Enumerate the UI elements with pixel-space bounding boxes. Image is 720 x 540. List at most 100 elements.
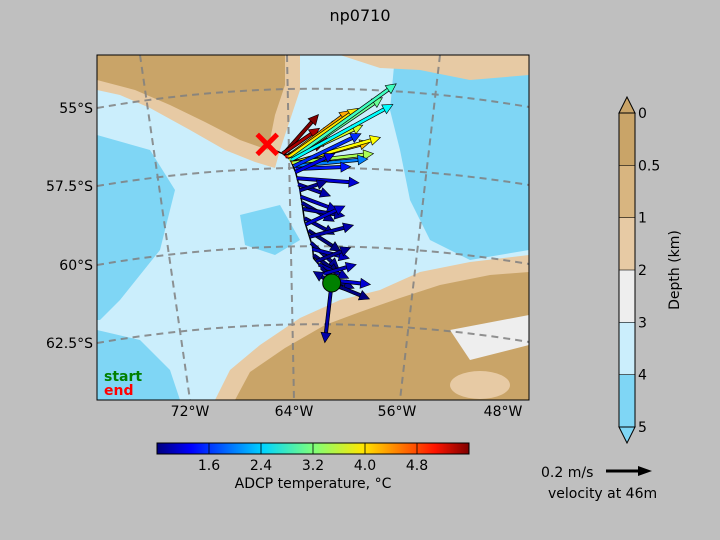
velocity-vector (281, 127, 321, 156)
meridian-72w (139, 55, 191, 400)
temperature-tick-label: 3.2 (302, 458, 324, 474)
velocity-vector (289, 83, 397, 162)
velocity-vector-head (342, 222, 355, 234)
velocity-vector (293, 133, 362, 168)
velocity-vector-head (307, 113, 319, 126)
velocity-vector-head (320, 331, 332, 344)
velocity-vector-head (349, 133, 362, 144)
velocity-vector-shaft (309, 226, 347, 238)
velocity-vector (298, 179, 328, 193)
velocity-vectors (281, 83, 397, 344)
latitude-tick-label: 60°S (59, 258, 93, 274)
velocity-vector-head (312, 271, 325, 282)
velocity-vector-shaft (307, 229, 335, 249)
parallel-55s (97, 87, 529, 109)
shelf-north-east (340, 55, 529, 80)
temperature-tick-label: 4.0 (354, 458, 376, 474)
legend-start: start (104, 369, 142, 385)
velocity-vector-shaft (318, 263, 342, 277)
deep-ocean-mid (240, 205, 300, 255)
depth-tick-label: 2 (638, 263, 647, 279)
velocity-vector-shaft (291, 107, 387, 161)
temperature-colorbar: 1.6 2.4 3.2 4.0 4.8 ADCP temperature, °C (156, 442, 470, 492)
deep-ocean-east (390, 55, 529, 260)
temperature-tick-label: 2.4 (250, 458, 272, 474)
velocity-vector-shaft (289, 87, 391, 161)
velocity-vector-shaft (294, 158, 361, 168)
velocity-vector-head (357, 154, 369, 166)
map-panel (97, 55, 529, 400)
latitude-tick-label: 62.5°S (46, 336, 93, 352)
depth-colorbar-band (619, 374, 635, 428)
velocity-vector-shaft (323, 265, 349, 275)
velocity-vector-head (337, 268, 350, 279)
deep-ocean-west-south (97, 330, 180, 400)
velocity-vector-head (323, 153, 336, 163)
depth-tick-label: 3 (638, 315, 647, 331)
longitude-ticks: 72°W 64°W 56°W 48°W (171, 404, 523, 420)
chart-title: np0710 (329, 6, 390, 25)
velocity-key-caption: velocity at 46m (548, 486, 657, 502)
velocity-vector-shaft (300, 195, 331, 209)
latitude-tick-label: 57.5°S (46, 179, 93, 195)
shelf-weddell (450, 315, 529, 360)
temperature-tick-label: 1.6 (198, 458, 220, 474)
velocity-vector-head (381, 104, 394, 115)
velocity-key-value: 0.2 m/s (541, 465, 593, 481)
velocity-vector-head (333, 205, 346, 216)
start-marker (322, 273, 342, 293)
depth-colorbar-bottom-cap (618, 426, 636, 445)
depth-colorbar-ticks: 0 0.5 1 2 3 4 5 (619, 106, 660, 436)
depth-colorbar: 0 0.5 1 2 3 4 5 Depth (km) (618, 95, 683, 445)
velocity-vector-head (339, 246, 352, 257)
latitude-ticks: 55°S 57.5°S 60°S 62.5°S (46, 101, 93, 352)
depth-colorbar-band (619, 270, 635, 323)
velocity-key: 0.2 m/s velocity at 46m (541, 465, 657, 502)
temperature-tick-label: 4.8 (406, 458, 428, 474)
depth-tick-label: 0.5 (638, 158, 660, 174)
longitude-tick-label: 72°W (171, 404, 210, 420)
velocity-vector-head (362, 149, 375, 161)
velocity-vector-head (384, 83, 397, 95)
track-markers (255, 132, 342, 293)
velocity-vector (307, 228, 342, 252)
latitude-tick-label: 55°S (59, 101, 93, 117)
longitude-tick-label: 64°W (275, 404, 314, 420)
deep-ocean-west (97, 135, 175, 320)
velocity-vector-head (329, 241, 342, 252)
depth-colorbar-band (619, 165, 635, 219)
velocity-vector (294, 153, 336, 174)
depth-tick-label: 4 (638, 368, 647, 384)
longitude-tick-label: 56°W (378, 404, 417, 420)
temperature-colorbar-label: ADCP temperature, °C (235, 476, 392, 492)
velocity-vector-head (368, 135, 382, 146)
velocity-vector-head (340, 161, 352, 173)
depth-tick-label: 1 (638, 211, 647, 227)
velocity-vector (296, 176, 360, 188)
velocity-vector (315, 246, 352, 264)
velocity-vector-shaft (288, 111, 353, 158)
depth-colorbar-band (619, 113, 635, 166)
velocity-vector-shaft (281, 131, 314, 155)
end-marker-stroke (255, 132, 279, 157)
velocity-vector-shaft (305, 208, 339, 226)
depth-colorbar-top-cap (618, 95, 636, 114)
meridian-56w (399, 55, 441, 400)
velocity-vector-head (359, 277, 372, 289)
velocity-vector (294, 154, 369, 168)
velocity-key-arrow-head (638, 466, 652, 476)
velocity-vector (290, 104, 394, 162)
depth-tick-label: 0 (638, 106, 647, 122)
map-frame (96, 54, 530, 401)
depth-colorbar-label: Depth (km) (667, 230, 683, 310)
velocity-vector-head (357, 290, 371, 301)
depth-colorbar-bands (619, 113, 635, 428)
depth-colorbar-band (619, 322, 635, 376)
velocity-vector (305, 205, 346, 227)
velocity-vector-shaft (299, 182, 320, 192)
velocity-vector-shaft (312, 254, 334, 270)
land-antarctic-peninsula (235, 272, 529, 400)
velocity-vector-shaft (304, 217, 329, 232)
velocity-vector-shaft (293, 136, 355, 168)
